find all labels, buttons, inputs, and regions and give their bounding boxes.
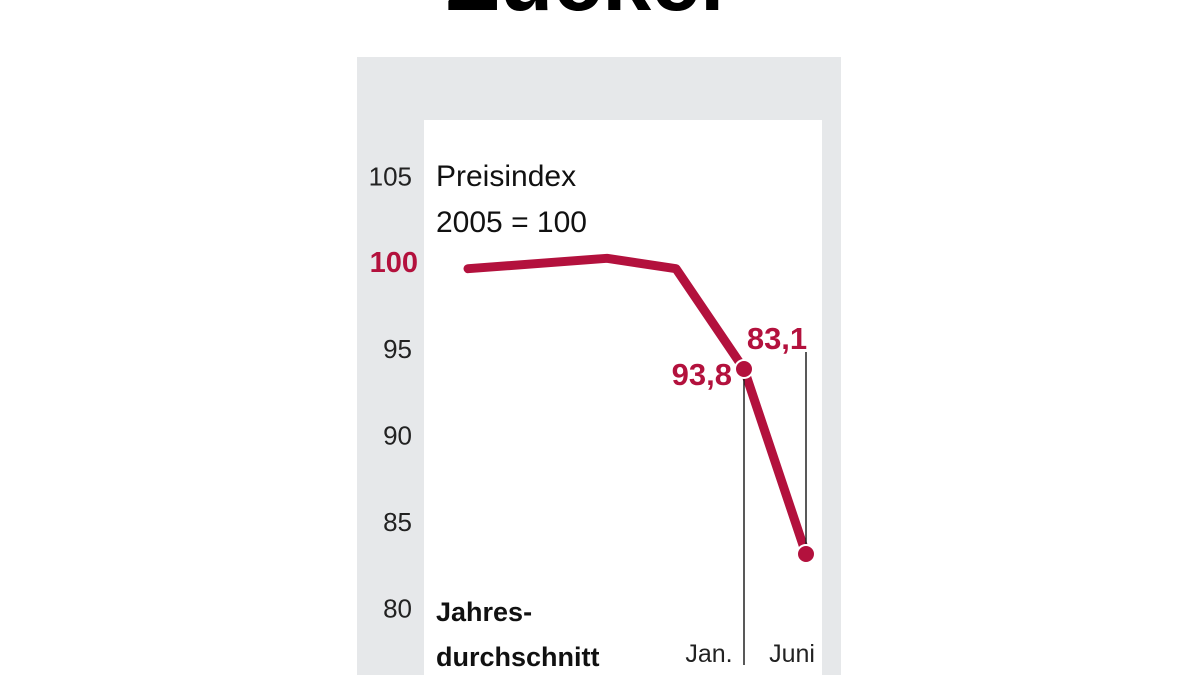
x-tick-label: Jan. bbox=[685, 640, 732, 668]
chart-title: Zucker bbox=[446, 0, 735, 29]
y-tick-label: 95 bbox=[383, 334, 412, 364]
data-label: 93,8 bbox=[672, 357, 732, 392]
y-tick-label: 100 bbox=[370, 247, 418, 279]
y-tick-label: 85 bbox=[383, 507, 412, 537]
y-tick-label: 80 bbox=[383, 594, 412, 624]
data-label: 83,1 bbox=[747, 321, 807, 356]
x-group-label: Jahres- bbox=[436, 597, 532, 627]
line bbox=[463, 253, 811, 559]
y-tick-label: 90 bbox=[383, 421, 412, 451]
annotation: 2005 = 100 bbox=[436, 206, 587, 239]
y-tick-label: 105 bbox=[369, 161, 412, 191]
point bbox=[796, 543, 816, 564]
point bbox=[734, 358, 754, 379]
x-group-label: durchschnitt bbox=[436, 642, 600, 672]
plot-area bbox=[424, 120, 822, 675]
x-tick-label: Juni bbox=[769, 640, 815, 668]
annotation: Preisindex bbox=[436, 160, 576, 193]
